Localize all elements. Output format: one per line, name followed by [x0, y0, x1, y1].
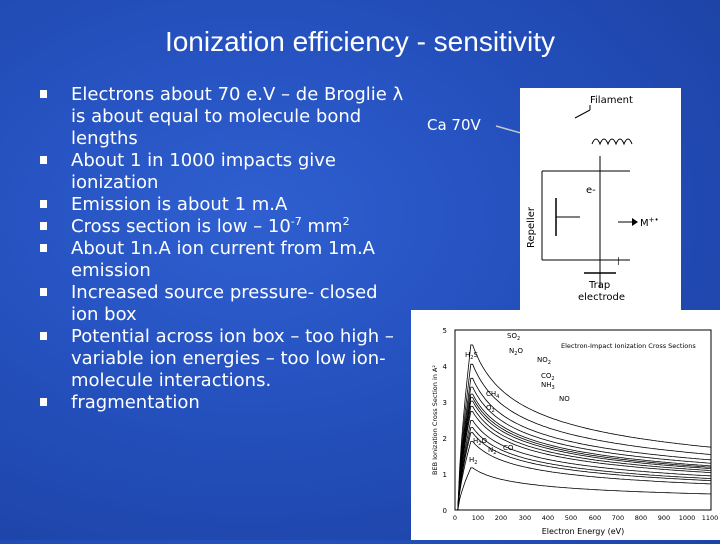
x-tick-200: 200 — [495, 514, 507, 522]
bullet-item: Potential across ion box – too high – va… — [40, 326, 410, 392]
x-tick-900: 900 — [658, 514, 670, 522]
bullet-square-icon — [40, 156, 47, 164]
x-axis-label: Electron Energy (eV) — [542, 527, 625, 536]
filament-coil-icon — [591, 138, 633, 146]
species-nh3: NH3 — [541, 381, 555, 391]
x-tick-800: 800 — [635, 514, 647, 522]
cross-section-curve — [457, 432, 712, 511]
bullet-item: Emission is about 1 m.A — [40, 194, 410, 216]
cross-section-curve — [457, 400, 712, 511]
x-tick-0: 0 — [453, 514, 457, 522]
y-axis-label: BEB Ionization Cross Section in A² — [431, 365, 439, 475]
graph-title: Electron-Impact Ionization Cross Section… — [561, 342, 696, 350]
bullet-square-icon — [40, 222, 47, 230]
x-tick-1100: 1100 — [702, 514, 719, 522]
species-h2: H2 — [469, 456, 477, 466]
bullet-item: About 1 in 1000 impacts give ionization — [40, 150, 410, 194]
plot-frame — [454, 329, 712, 511]
cross-section-curve — [457, 344, 712, 511]
species-co2: CO2 — [541, 372, 555, 382]
species-h2o: H2O — [473, 437, 487, 447]
species-h2s: H2S — [465, 351, 478, 361]
bullet-item: fragmentation — [40, 392, 410, 414]
cross-section-curve — [457, 427, 712, 511]
tick-mark: | — [617, 256, 620, 265]
y-tick-1: 1 — [443, 471, 447, 479]
cross-section-curve — [457, 411, 712, 511]
y-tick-4: 4 — [443, 363, 448, 371]
bullet-square-icon — [40, 288, 47, 296]
bullet-item: Increased source pressure- closed ion bo… — [40, 282, 410, 326]
x-tick-300: 300 — [519, 514, 531, 522]
species-labels: SO2 H2S N2O NO2 CO2 NH3 NO CH4 O2 H2O N2… — [465, 332, 570, 466]
bullet-square-icon — [40, 244, 47, 252]
trap-electrode-label: electrode — [578, 292, 625, 303]
electron-label: e- — [586, 185, 596, 196]
species-co: CO — [503, 444, 514, 452]
species-so2: SO2 — [507, 332, 520, 342]
cross-section-curve — [457, 441, 711, 511]
graph-axes — [454, 329, 712, 511]
cross-section-curve — [457, 406, 712, 511]
x-tick-700: 700 — [612, 514, 624, 522]
cross-section-curve — [457, 419, 712, 511]
y-tick-0: 0 — [443, 507, 447, 515]
species-ch4: CH4 — [486, 390, 499, 400]
x-tick-labels: 0 100 200 300 400 500 600 700 800 900 10… — [453, 514, 718, 522]
bullet-square-icon — [40, 90, 47, 98]
bullet-square-icon — [40, 398, 47, 406]
annotation-label: Ca 70V — [427, 116, 481, 134]
species-o2: O2 — [486, 404, 495, 414]
bullet-list: Electrons about 70 e.V – de Broglie λ is… — [40, 84, 410, 414]
ion-arrow-head-icon — [632, 218, 638, 226]
trap-label: Trap — [588, 280, 610, 291]
bullet-item: Electrons about 70 e.V – de Broglie λ is… — [40, 84, 410, 150]
cross-section-curve — [457, 363, 712, 511]
species-n2o: N2O — [509, 347, 523, 357]
slide-title: Ionization efficiency - sensitivity — [164, 26, 556, 57]
y-tick-labels: 0 1 2 3 4 5 — [443, 327, 448, 515]
x-tick-600: 600 — [589, 514, 601, 522]
cross-section-curve — [457, 386, 712, 511]
x-tick-100: 100 — [472, 514, 484, 522]
filament-pointer — [574, 105, 591, 119]
x-tick-400: 400 — [542, 514, 554, 522]
y-tick-5: 5 — [443, 327, 447, 335]
cross-section-curve — [457, 467, 712, 511]
cross-section-curve — [457, 397, 712, 511]
bullet-item: Cross section is low – 10-7 mm2 — [40, 216, 410, 238]
cross-section-graph: 0 1 2 3 4 5 0 100 200 300 400 500 600 70… — [411, 310, 720, 540]
x-tick-1000: 1000 — [679, 514, 696, 522]
bullet-square-icon — [40, 332, 47, 340]
ion-label: M+• — [640, 216, 659, 229]
filament-label: Filament — [590, 95, 633, 106]
cross-section-curves — [457, 344, 712, 511]
cross-section-curve — [457, 393, 712, 511]
cross-section-curve — [457, 377, 712, 511]
x-tick-500: 500 — [565, 514, 577, 522]
species-no: NO — [559, 395, 570, 403]
ion-source-diagram: Filament e- Repeller M+• | Trap electrod… — [520, 88, 681, 310]
repeller-label: Repeller — [526, 206, 537, 248]
species-no2: NO2 — [537, 356, 551, 366]
bullet-item: About 1n.A ion current from 1m.A emissio… — [40, 238, 410, 282]
bullet-square-icon — [40, 200, 47, 208]
species-n2: N2 — [488, 446, 496, 456]
y-tick-3: 3 — [443, 399, 447, 407]
y-tick-2: 2 — [443, 435, 447, 443]
